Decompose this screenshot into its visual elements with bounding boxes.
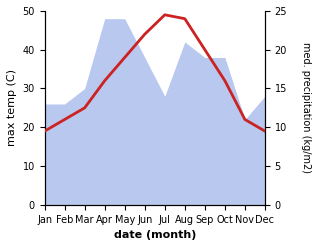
Y-axis label: max temp (C): max temp (C) [7,69,17,146]
X-axis label: date (month): date (month) [114,230,196,240]
Y-axis label: med. precipitation (kg/m2): med. precipitation (kg/m2) [301,42,311,173]
